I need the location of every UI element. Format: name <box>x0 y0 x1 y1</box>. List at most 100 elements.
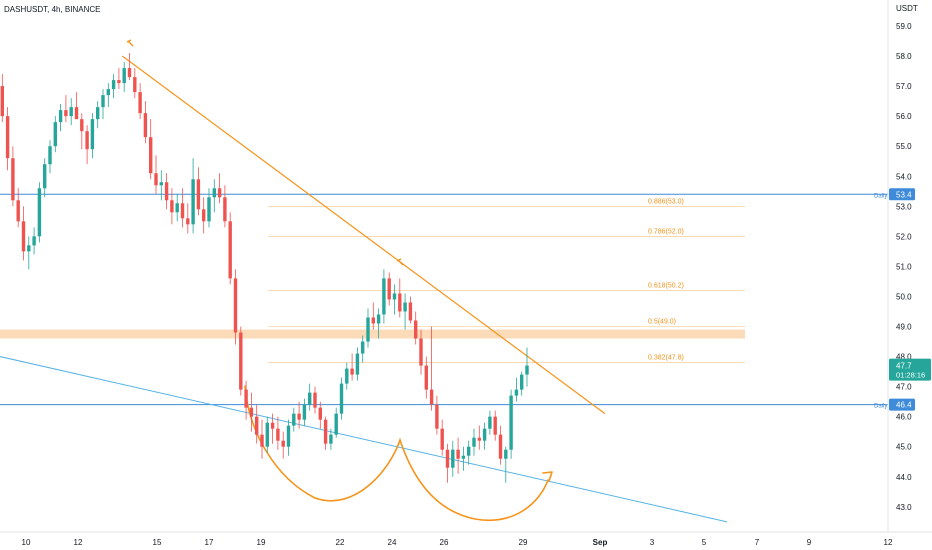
candle <box>212 179 216 213</box>
candle <box>0 74 4 123</box>
candle-body <box>514 389 519 396</box>
candle-body <box>265 422 269 447</box>
candle-body <box>509 395 513 450</box>
candle <box>249 392 254 432</box>
price-axis[interactable] <box>888 0 932 532</box>
candle <box>196 167 201 216</box>
candle <box>371 302 375 330</box>
candle <box>387 272 391 306</box>
candle-body <box>202 209 206 222</box>
candle <box>472 428 476 456</box>
candle-body <box>355 353 360 375</box>
candle-body <box>138 92 142 114</box>
resistance-price-value: 53.4 <box>896 190 912 199</box>
x-tick-label: 3 <box>650 538 655 547</box>
candle <box>239 326 243 396</box>
y-tick-label: 54.0 <box>896 172 912 181</box>
candle-body <box>64 110 68 117</box>
candle-body <box>414 320 418 339</box>
candle <box>520 371 524 396</box>
candle <box>392 284 397 315</box>
last-price-tag: 47.7 01:28:16 <box>889 358 931 381</box>
candle-body <box>37 188 42 237</box>
candle-body <box>435 404 439 429</box>
candle-body <box>361 341 365 354</box>
candle <box>90 113 95 159</box>
candle <box>175 194 179 222</box>
candle-body <box>244 389 248 408</box>
candle <box>498 425 503 465</box>
candle <box>451 440 455 477</box>
candle <box>159 170 163 201</box>
candle <box>456 437 460 474</box>
fib-level-label: 0.5(49.0) <box>648 319 676 326</box>
candle-body <box>525 365 529 375</box>
candle <box>122 62 126 93</box>
candle <box>403 293 407 330</box>
y-tick-label: 53.0 <box>896 202 912 211</box>
candle <box>323 416 328 450</box>
candle <box>361 335 365 363</box>
candle-body <box>345 368 349 384</box>
candle-body <box>482 428 487 441</box>
candle-body <box>127 68 132 78</box>
double-bottom-curve <box>244 385 549 522</box>
candle <box>154 155 158 195</box>
candle <box>170 188 174 225</box>
candle-body <box>5 116 10 159</box>
support-note: Daily <box>874 404 887 410</box>
candle-body <box>477 437 481 441</box>
candle-body <box>504 449 508 459</box>
candle <box>96 101 100 129</box>
candle-body <box>117 80 121 84</box>
candle <box>382 269 386 324</box>
candle <box>350 353 354 381</box>
candle <box>207 188 211 228</box>
bar-countdown: 01:28:16 <box>896 371 925 380</box>
candle-body <box>339 383 344 414</box>
y-tick-label: 57.0 <box>896 82 912 91</box>
double-bottom-arc <box>244 385 553 522</box>
candle <box>276 416 280 450</box>
candle-body <box>191 179 195 225</box>
y-tick-label: 59.0 <box>896 22 912 31</box>
candle-body <box>424 365 428 390</box>
candle-body <box>260 434 264 447</box>
candle <box>366 308 370 348</box>
x-tick-label: 9 <box>807 538 812 547</box>
candle-body <box>32 236 36 246</box>
candle-body <box>302 404 307 420</box>
candle-body <box>456 449 460 459</box>
candle <box>445 443 450 483</box>
candle <box>80 113 84 150</box>
y-tick-label: 56.0 <box>896 112 912 121</box>
candle <box>21 206 26 261</box>
candle-body <box>21 221 26 252</box>
candle <box>265 416 269 453</box>
candle-body <box>186 218 190 225</box>
candle-body <box>223 197 227 222</box>
candle <box>488 410 492 435</box>
candle-body <box>16 200 20 222</box>
y-tick-labels: 59.0 58.0 57.0 56.0 55.0 54.0 53.0 52.0 51.0 50.0… <box>896 22 912 512</box>
candle-body <box>149 137 153 174</box>
candle-body <box>276 428 280 441</box>
candle <box>414 311 418 345</box>
candle-body <box>11 158 15 201</box>
x-tick-label: 26 <box>440 538 449 547</box>
candle-body <box>122 68 126 84</box>
x-tick-label: 22 <box>336 538 345 547</box>
x-tick-label: 17 <box>205 538 214 547</box>
candle <box>329 428 333 450</box>
candle <box>504 446 508 483</box>
candle-body <box>392 293 397 300</box>
candle <box>440 419 444 456</box>
downtrend-line <box>121 55 606 415</box>
support-price-tag: 46.4 Daily <box>874 398 915 411</box>
candle-body <box>106 89 110 96</box>
candle <box>339 377 344 420</box>
time-axis[interactable] <box>0 532 932 550</box>
candle <box>302 398 307 426</box>
candle <box>32 227 36 255</box>
